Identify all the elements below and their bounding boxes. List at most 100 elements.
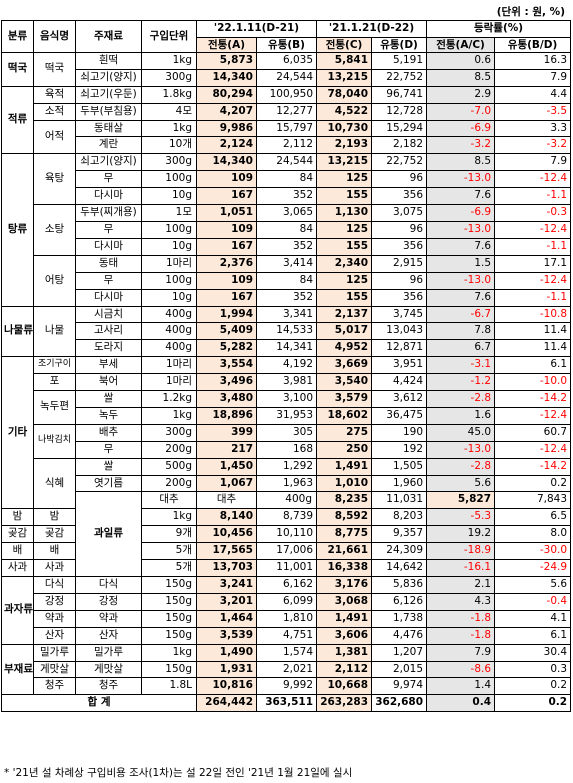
rate-bd-cell: 17.1 <box>494 254 572 273</box>
price-a-cell: 17,565 <box>196 542 257 561</box>
price-a-cell: 2,376 <box>196 254 257 273</box>
rate-ac-cell: 1.4 <box>426 677 496 696</box>
item-cell: 무 <box>75 271 142 290</box>
col-sub-bd: 유통(B/D) <box>494 36 572 53</box>
price-d-cell: 1,505 <box>371 457 428 476</box>
total-bd: 0.2 <box>494 694 572 713</box>
price-d-cell: 5,191 <box>371 51 428 70</box>
price-b-cell: 1,574 <box>255 643 318 662</box>
item-cell: 도라지 <box>75 339 142 358</box>
item-cell: 강정 <box>75 592 142 611</box>
item-cell: 동태 <box>75 254 142 273</box>
item-cell: 녹두 <box>75 406 142 425</box>
rate-ac-cell: 1.6 <box>426 406 496 425</box>
table-row: 다시마 10g 167 352 155 356 7.6 -1.1 <box>2 237 572 256</box>
item-cell: 밤 <box>33 508 76 527</box>
rate-ac-cell: -6.9 <box>426 119 496 138</box>
price-d-cell: 7,843 <box>494 491 572 510</box>
price-a-cell: 14,340 <box>196 68 257 87</box>
item-cell: 두부(찌개용) <box>75 204 142 222</box>
price-c-cell: 13,215 <box>316 153 373 172</box>
price-c-cell: 125 <box>316 271 373 290</box>
unit-cell: 10g <box>141 237 197 256</box>
rate-ac-cell: 8.5 <box>426 68 496 87</box>
rate-bd-cell: -14.2 <box>494 390 572 408</box>
unit-cell: 150g <box>141 626 197 645</box>
rate-bd-cell: 0.2 <box>494 474 572 493</box>
price-c-cell: 2,112 <box>316 660 373 679</box>
unit-note: (단위 : 원, %) <box>496 6 565 18</box>
total-ac: 0.4 <box>426 694 496 713</box>
rate-ac-cell: -16.1 <box>426 559 496 577</box>
price-d-cell: 12,728 <box>371 102 428 121</box>
item-cell: 쇠고기(우둔) <box>75 85 142 104</box>
price-b-cell: 9,992 <box>255 677 318 696</box>
item-cell: 쌀 <box>75 457 142 476</box>
price-c-cell: 5,827 <box>426 491 496 510</box>
table-row: 엿기름 200g 1,067 1,963 1,010 1,960 5.6 0.2 <box>2 474 572 493</box>
dish-cell: 육탕 <box>33 153 76 206</box>
price-b-cell: 3,414 <box>255 254 318 273</box>
table-row: 나박김치 배추 300g 399 305 275 190 45.0 60.7 <box>2 423 572 459</box>
price-d-cell: 9,974 <box>371 677 428 696</box>
col-sub-d: 유통(D) <box>371 36 428 53</box>
unit-cell: 10g <box>141 288 197 307</box>
footnote: * '21년 설 차례상 구입비용 조사(1차)는 설 22일 전인 '21년 … <box>4 767 353 779</box>
price-a-cell: 109 <box>196 271 257 290</box>
price-a-cell: 109 <box>196 170 257 189</box>
price-d-cell: 14,642 <box>371 559 428 577</box>
price-c-cell: 155 <box>316 237 373 256</box>
price-d-cell: 1,738 <box>371 609 428 628</box>
table-row: 약과 약과 150g 1,464 1,810 1,491 1,738 -1.8 4.1 <box>2 609 572 628</box>
item-cell: 동태살 <box>75 119 142 138</box>
unit-cell: 10개 <box>141 136 197 155</box>
unit-cell: 100g <box>141 271 197 290</box>
item-cell: 쌀 <box>75 390 142 408</box>
rate-bd-cell: -0.4 <box>494 592 572 611</box>
col-category: 분류 <box>1 20 34 53</box>
price-b-cell: 14,341 <box>255 339 318 358</box>
price-a-cell: 167 <box>196 187 257 206</box>
price-c-cell: 18,602 <box>316 406 373 425</box>
price-a-cell: 3,480 <box>196 390 257 408</box>
item-cell: 산자 <box>75 626 142 645</box>
unit-cell: 150g <box>141 576 197 594</box>
price-a-cell: 1,994 <box>196 305 257 324</box>
table-row: 무 100g 109 84 125 96 -13.0 -12.4 <box>2 271 572 290</box>
item-cell: 다시마 <box>75 187 142 206</box>
price-c-cell: 1,381 <box>316 643 373 662</box>
rate-bd-cell: -12.4 <box>494 440 572 459</box>
price-b-cell: 3,981 <box>255 373 318 392</box>
rate-bd-cell: 11.4 <box>494 339 572 358</box>
price-d-cell: 2,182 <box>371 136 428 155</box>
price-a-cell: 8,140 <box>196 508 257 527</box>
price-b-cell: 1,810 <box>255 609 318 628</box>
rate-ac-cell: 7.6 <box>426 187 496 206</box>
rate-bd-cell: -3.2 <box>494 136 572 155</box>
rate-bd-cell: -10.8 <box>494 305 572 324</box>
rate-ac-cell: 1.5 <box>426 254 496 273</box>
price-b-cell: 1,963 <box>255 474 318 493</box>
price-table: 분류 음식명 주재료 구입단위 '22.1.11(D-21) '21.1.21(… <box>1 20 572 713</box>
item-cell: 사과 <box>33 559 76 577</box>
item-cell: 게맛살 <box>75 660 142 679</box>
total-a: 264,442 <box>196 694 257 713</box>
table-row: 쇠고기(양지) 300g 14,340 24,544 13,215 22,752 8.5 7.… <box>2 68 572 87</box>
rate-ac-cell: 4.3 <box>426 592 496 611</box>
table-row: 무 200g 217 168 250 192 -13.0 -12.4 <box>2 440 572 459</box>
unit-cell: 150g <box>141 660 197 679</box>
price-b-cell: 12,277 <box>255 102 318 121</box>
dish-cell: 포 <box>33 373 76 392</box>
price-a-cell: 1,067 <box>196 474 257 493</box>
price-a-cell: 1,931 <box>196 660 257 679</box>
dish-cell: 게맛살 <box>33 660 76 679</box>
unit-cell: 1마리 <box>141 356 197 375</box>
category-cell: 과일류 <box>75 491 142 577</box>
price-d-cell: 96 <box>371 220 428 239</box>
item-cell: 쇠고기(양지) <box>75 153 142 172</box>
item-cell: 흰떡 <box>75 51 142 70</box>
dish-cell: 나박김치 <box>33 423 76 459</box>
rate-bd-cell: -24.9 <box>494 559 572 577</box>
total-b: 363,511 <box>255 694 318 713</box>
price-d-cell: 356 <box>371 288 428 307</box>
